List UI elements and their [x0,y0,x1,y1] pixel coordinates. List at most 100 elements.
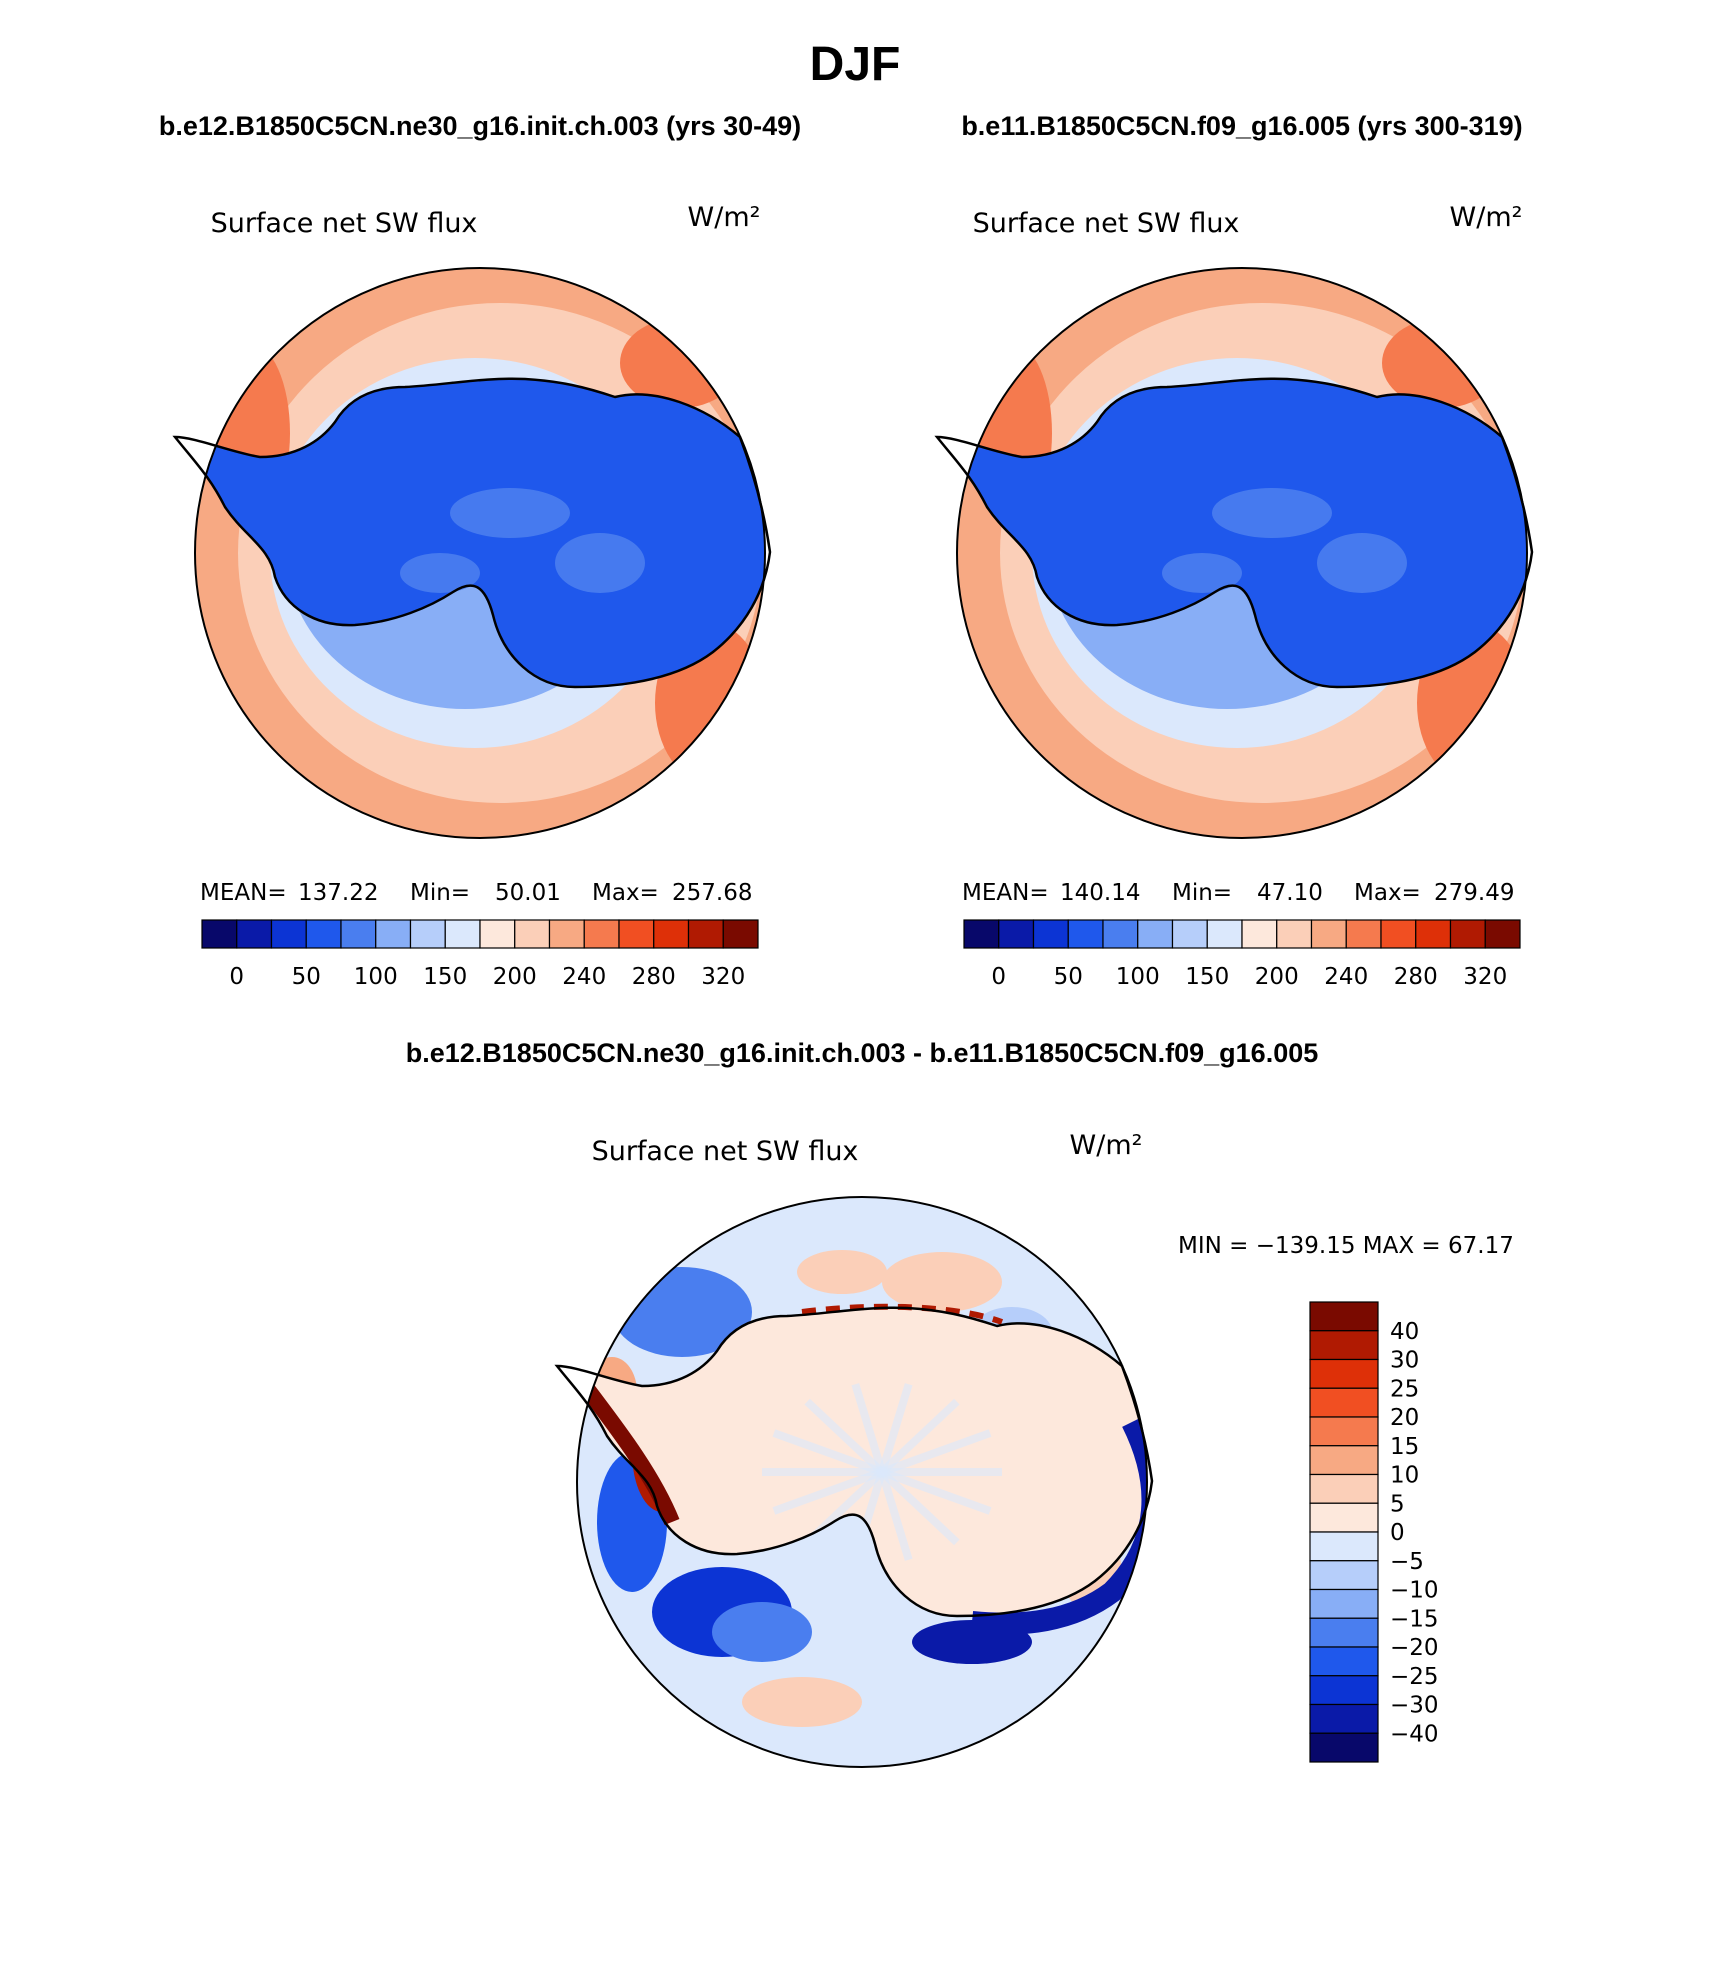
difference-colorbar-tick-label: −5 [1390,1549,1424,1575]
difference-map-east-coast-anomaly [970,1417,1147,1635]
left-map-panel: Surface net SW flux W/m² MEAN= 137.22 Mi… [173,202,772,990]
difference-colorbar-swatch [1309,1358,1379,1389]
right-map-min-value: 47.10 [1257,880,1323,906]
difference-map-interior-streak [851,1383,886,1474]
difference-colorbar-swatch [1309,1416,1379,1447]
left-map-mean-value: 137.22 [298,880,378,906]
left-colorbar-tick-label: 100 [354,964,398,990]
right-colorbar-swatch [1206,919,1243,949]
left-map-field [195,268,765,838]
right-colorbar-tick-label: 280 [1394,964,1438,990]
difference-colorbar-swatch [1309,1703,1379,1734]
difference-colorbar-tick-label: 10 [1390,1463,1419,1489]
difference-colorbar-swatch [1309,1732,1379,1763]
left-colorbar-swatch [375,919,412,949]
difference-colorbar-tick-label: −20 [1390,1635,1439,1661]
difference-colorbar-tick-label: −40 [1390,1721,1439,1747]
right-map-mean-label: MEAN= [962,880,1049,906]
right-colorbar-swatch [1137,919,1174,949]
right-colorbar-swatch [963,919,1000,949]
left-colorbar-swatch [548,919,585,949]
difference-map-interior-streak [880,1468,992,1515]
left-colorbar-tick-label: 150 [423,964,467,990]
left-map-interior-patch [555,533,645,593]
right-colorbar-swatch [1415,919,1452,949]
difference-map-interior-streak [878,1470,913,1561]
left-map-variable-label: Surface net SW flux [211,208,478,239]
left-colorbar-swatch [653,919,690,949]
left-map-units-label: W/m² [688,202,761,233]
right-map-interior-patch [1162,553,1242,593]
difference-colorbar-swatch [1309,1588,1379,1619]
right-map-interior-patch [1317,533,1407,593]
left-map-interior-patch [450,488,570,538]
difference-map-variable-label: Surface net SW flux [592,1136,859,1167]
difference-map-anomaly-blob [797,1250,887,1294]
difference-map-interior-streak [878,1383,913,1474]
right-colorbar-tick-label: 320 [1463,964,1507,990]
left-colorbar-swatch [340,919,377,949]
right-map-variable-label: Surface net SW flux [973,208,1240,239]
left-colorbar-swatch [236,919,273,949]
left-colorbar-tick-label: 50 [292,964,321,990]
right-colorbar-swatch [1345,919,1382,949]
difference-map-interior-streak [804,1398,885,1475]
left-case-title: b.e12.B1850C5CN.ne30_g16.init.ch.003 (yr… [159,111,801,141]
difference-title: b.e12.B1850C5CN.ne30_g16.init.ch.003 - b… [406,1038,1319,1068]
left-colorbar-tick-label: 320 [701,964,745,990]
right-map-field [957,268,1527,838]
right-colorbar-swatch [1171,919,1208,949]
difference-map-units-label: W/m² [1070,1130,1143,1161]
right-map-panel: Surface net SW flux W/m² MEAN= 140.14 Mi… [935,202,1534,990]
left-colorbar-tick-label: 240 [562,964,606,990]
difference-colorbar-tick-label: −15 [1390,1606,1439,1632]
left-colorbar-swatch [201,919,238,949]
difference-colorbar-tick-label: 0 [1390,1520,1405,1546]
right-colorbar-swatch [1032,919,1069,949]
difference-map-interior-streak [772,1468,884,1515]
right-colorbar-swatch [998,919,1035,949]
difference-colorbar-swatch [1309,1675,1379,1706]
difference-colorbar-swatch [1309,1301,1379,1332]
difference-colorbar-swatch [1309,1617,1379,1648]
difference-map-north-coast-anomaly [801,1303,1004,1325]
left-colorbar-swatch [618,919,655,949]
left-map-min-value: 50.01 [495,880,561,906]
left-colorbar-swatch [305,919,342,949]
right-colorbar-tick-label: 100 [1116,964,1160,990]
left-colorbar-swatch [479,919,516,949]
left-map-border [194,267,766,839]
difference-stats-text: MIN = −139.15 MAX = 67.17 [1178,1233,1514,1259]
difference-colorbar-tick-label: −30 [1390,1693,1439,1719]
difference-map-interior-streak [879,1469,960,1546]
difference-map-anomaly-blob [712,1602,812,1662]
difference-map-panel: Surface net SW flux W/m² MIN = −139.15 M… [555,1130,1514,1768]
difference-colorbar-swatch [1309,1502,1379,1533]
difference-colorbar-tick-label: 30 [1390,1348,1419,1374]
right-colorbar-swatch [1449,919,1486,949]
right-colorbar-swatch [1276,919,1313,949]
left-colorbar-swatch [722,919,759,949]
difference-map-border [576,1196,1148,1768]
left-colorbar: 0 50 100 150 200 240 280 320 [201,919,759,990]
left-map-max-label: Max= [592,880,659,906]
right-colorbar-tick-label: 0 [991,964,1006,990]
difference-colorbar-tick-label: 15 [1390,1434,1419,1460]
left-colorbar-tick-label: 0 [229,964,244,990]
difference-map-peninsula-anomaly [577,1377,680,1526]
difference-colorbar-swatch [1309,1330,1379,1361]
right-case-title: b.e11.B1850C5CN.f09_g16.005 (yrs 300-319… [961,111,1522,141]
left-colorbar-swatch [444,919,481,949]
left-colorbar-swatch [514,919,551,949]
left-map-interior-patch [400,553,480,593]
right-colorbar-tick-label: 50 [1054,964,1083,990]
left-colorbar-tick-label: 280 [632,964,676,990]
left-map-max-value: 257.68 [672,880,752,906]
difference-colorbar-tick-label: 20 [1390,1405,1419,1431]
left-map-min-label: Min= [410,880,470,906]
difference-map-anomaly-blob [882,1252,1002,1312]
difference-map-interior-streak [772,1429,884,1476]
left-colorbar-tick-label: 200 [493,964,537,990]
